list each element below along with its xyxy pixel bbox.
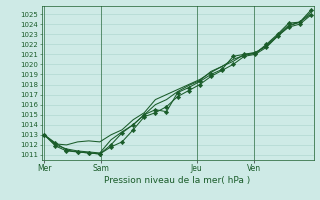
X-axis label: Pression niveau de la mer( hPa ): Pression niveau de la mer( hPa ) — [104, 176, 251, 185]
